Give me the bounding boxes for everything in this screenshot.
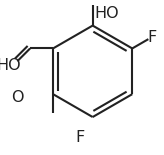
Text: HO: HO <box>95 7 119 22</box>
Text: O: O <box>11 89 23 104</box>
Text: HO: HO <box>0 58 21 73</box>
Text: F: F <box>147 29 157 44</box>
Text: F: F <box>75 131 85 146</box>
